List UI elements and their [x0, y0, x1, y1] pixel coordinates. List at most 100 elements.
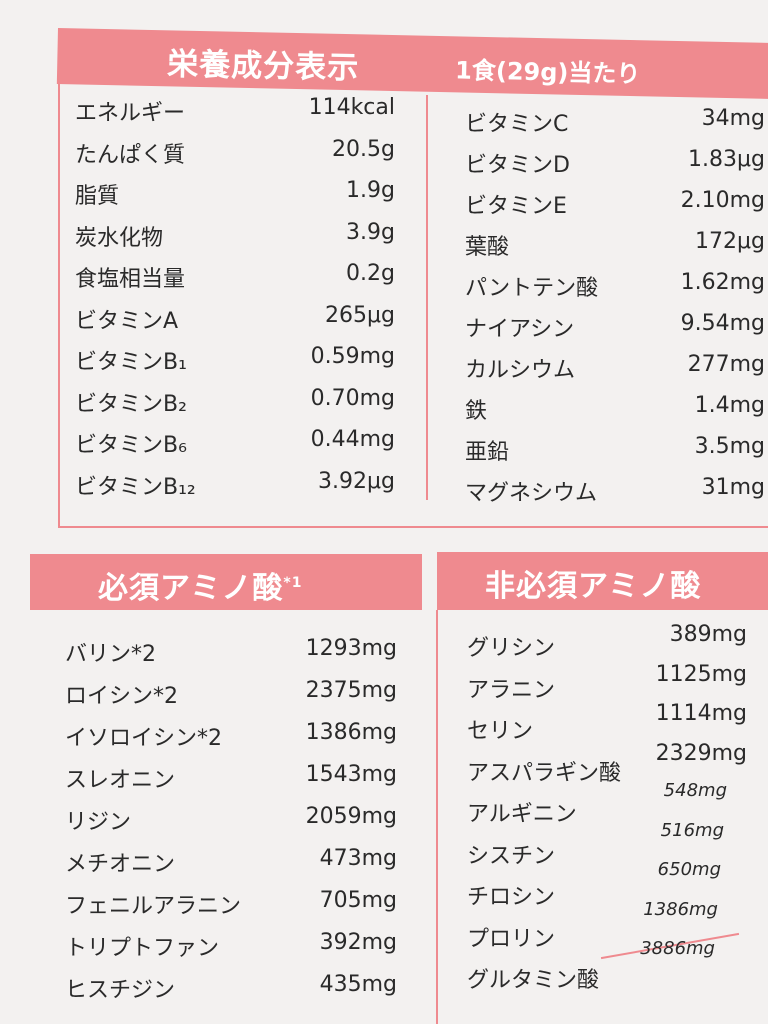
item-value: 392mg [319, 930, 397, 955]
item-label: シスチン [467, 843, 556, 869]
item-value: 1.9g [346, 178, 395, 203]
essential-amino-title: 必須アミノ酸*1 [98, 563, 302, 607]
item-label: バリン*2 [65, 642, 156, 667]
item-value: 1293mg [305, 636, 397, 661]
list-item: 脂質 1.9g [75, 178, 395, 210]
item-value: 1.83μg [688, 147, 765, 172]
item-label: ロイシン*2 [65, 684, 178, 709]
list-item: ナイアシン 9.54mg [465, 311, 765, 343]
list-item: リジン 2059mg [65, 804, 397, 836]
item-label: 食塩相当量 [75, 267, 186, 292]
item-label: 葉酸 [465, 235, 510, 260]
item-value: 3.9g [346, 219, 395, 245]
list-item: アスパラギン酸 2329mg [467, 741, 747, 787]
item-value: 1114mg [655, 701, 747, 726]
item-value: 9.54mg [680, 311, 765, 336]
item-label: 炭水化物 [75, 225, 164, 251]
item-value: 31mg [701, 475, 765, 500]
column-divider [426, 95, 428, 500]
item-value: 2375mg [305, 678, 397, 703]
item-label: アラニン [467, 677, 556, 703]
nutrition-table-border [58, 84, 768, 528]
item-value: 435mg [319, 972, 397, 997]
list-item: 炭水化物 3.9g [75, 220, 395, 252]
item-value: 1543mg [305, 762, 397, 787]
list-item: ビタミンB₂ 0.70mg [75, 386, 395, 418]
item-value: 1.62mg [680, 270, 765, 295]
list-item: チロシン 650mg [467, 859, 747, 911]
item-value: 114kcal [308, 95, 395, 120]
item-label: パントテン酸 [465, 276, 599, 301]
list-item: フェニルアラニン 705mg [65, 888, 397, 920]
item-label: グルタミン酸 [467, 968, 600, 993]
item-label: ヒスチジン [65, 978, 176, 1003]
item-label: ビタミンD [465, 153, 570, 178]
item-value: 20.5g [332, 136, 395, 162]
list-item: マグネシウム 31mg [465, 475, 765, 507]
item-value: 2329mg [655, 740, 747, 766]
item-label: メチオニン [65, 852, 176, 877]
list-item: スレオニン 1543mg [65, 762, 397, 794]
list-item: バリン*2 1293mg [65, 636, 397, 668]
item-label: アルギニン [467, 802, 577, 827]
list-item: 葉酸 172μg [465, 229, 765, 261]
item-label: たんぱく質 [75, 142, 186, 168]
item-label: イソロイシン*2 [65, 726, 222, 751]
list-item: たんぱく質 20.5g [75, 137, 395, 169]
essential-title-text: 必須アミノ酸 [98, 571, 284, 606]
list-item: グルタミン酸 3886mg [467, 938, 747, 994]
list-item: イソロイシン*2 1386mg [65, 720, 397, 752]
item-value: 705mg [319, 888, 397, 913]
item-value: 265μg [325, 302, 395, 328]
item-label: 亜鉛 [465, 440, 510, 465]
item-label: アスパラギン酸 [467, 760, 622, 786]
item-value: 389mg [669, 622, 747, 647]
list-item: シスチン 516mg [467, 820, 747, 870]
list-item: アラニン 1125mg [467, 662, 747, 704]
list-item: エネルギー 114kcal [75, 95, 395, 127]
list-item: ビタミンA 265μg [75, 303, 395, 335]
item-label: ナイアシン [465, 317, 575, 342]
item-value: 172μg [695, 229, 765, 254]
list-item: アルギニン 548mg [467, 780, 747, 828]
item-value: 1.4mg [694, 393, 765, 418]
list-item: カルシウム 277mg [465, 352, 765, 384]
list-item: ヒスチジン 435mg [65, 972, 397, 1004]
item-value: 3.92μg [318, 468, 395, 494]
item-value: 516mg [660, 819, 724, 841]
list-item: トリプトファン 392mg [65, 930, 397, 962]
item-value: 1125mg [655, 661, 747, 687]
item-label: エネルギー [75, 101, 186, 126]
item-value: 1386mg [305, 720, 397, 745]
item-value: 0.44mg [310, 427, 395, 452]
item-label: カルシウム [465, 358, 576, 383]
item-value: 548mg [663, 780, 727, 801]
footnote-mark: *1 [283, 575, 303, 591]
item-label: フェニルアラニン [65, 894, 242, 919]
item-value: 0.70mg [310, 385, 395, 411]
item-value: 650mg [657, 859, 721, 880]
list-item: 亜鉛 3.5mg [465, 434, 765, 466]
item-label: 鉄 [465, 399, 488, 424]
list-item: ビタミンB₁ 0.59mg [75, 344, 395, 376]
list-item: セリン 1114mg [467, 701, 747, 745]
non-essential-border [436, 610, 438, 1024]
item-label: マグネシウム [465, 481, 598, 506]
item-label: トリプトファン [65, 936, 220, 961]
item-value: 34mg [701, 106, 765, 131]
item-label: スレオニン [65, 768, 176, 793]
item-label: プロリン [467, 926, 556, 952]
non-essential-amino-title: 非必須アミノ酸 [485, 569, 702, 604]
list-item: ロイシン*2 2375mg [65, 678, 397, 710]
list-item: ビタミンC 34mg [465, 106, 765, 138]
list-item: 食塩相当量 0.2g [75, 261, 395, 293]
list-item: ビタミンD 1.83μg [465, 147, 765, 179]
item-label: ビタミンE [465, 194, 567, 219]
list-item: プロリン 1386mg [467, 899, 747, 953]
list-item: 鉄 1.4mg [465, 393, 765, 425]
item-value: 1386mg [643, 898, 718, 920]
item-label: ビタミンB₁ [75, 350, 187, 375]
list-item: グリシン 389mg [467, 622, 747, 662]
item-value: 0.2g [346, 261, 395, 286]
item-value: 2.10mg [680, 188, 765, 213]
